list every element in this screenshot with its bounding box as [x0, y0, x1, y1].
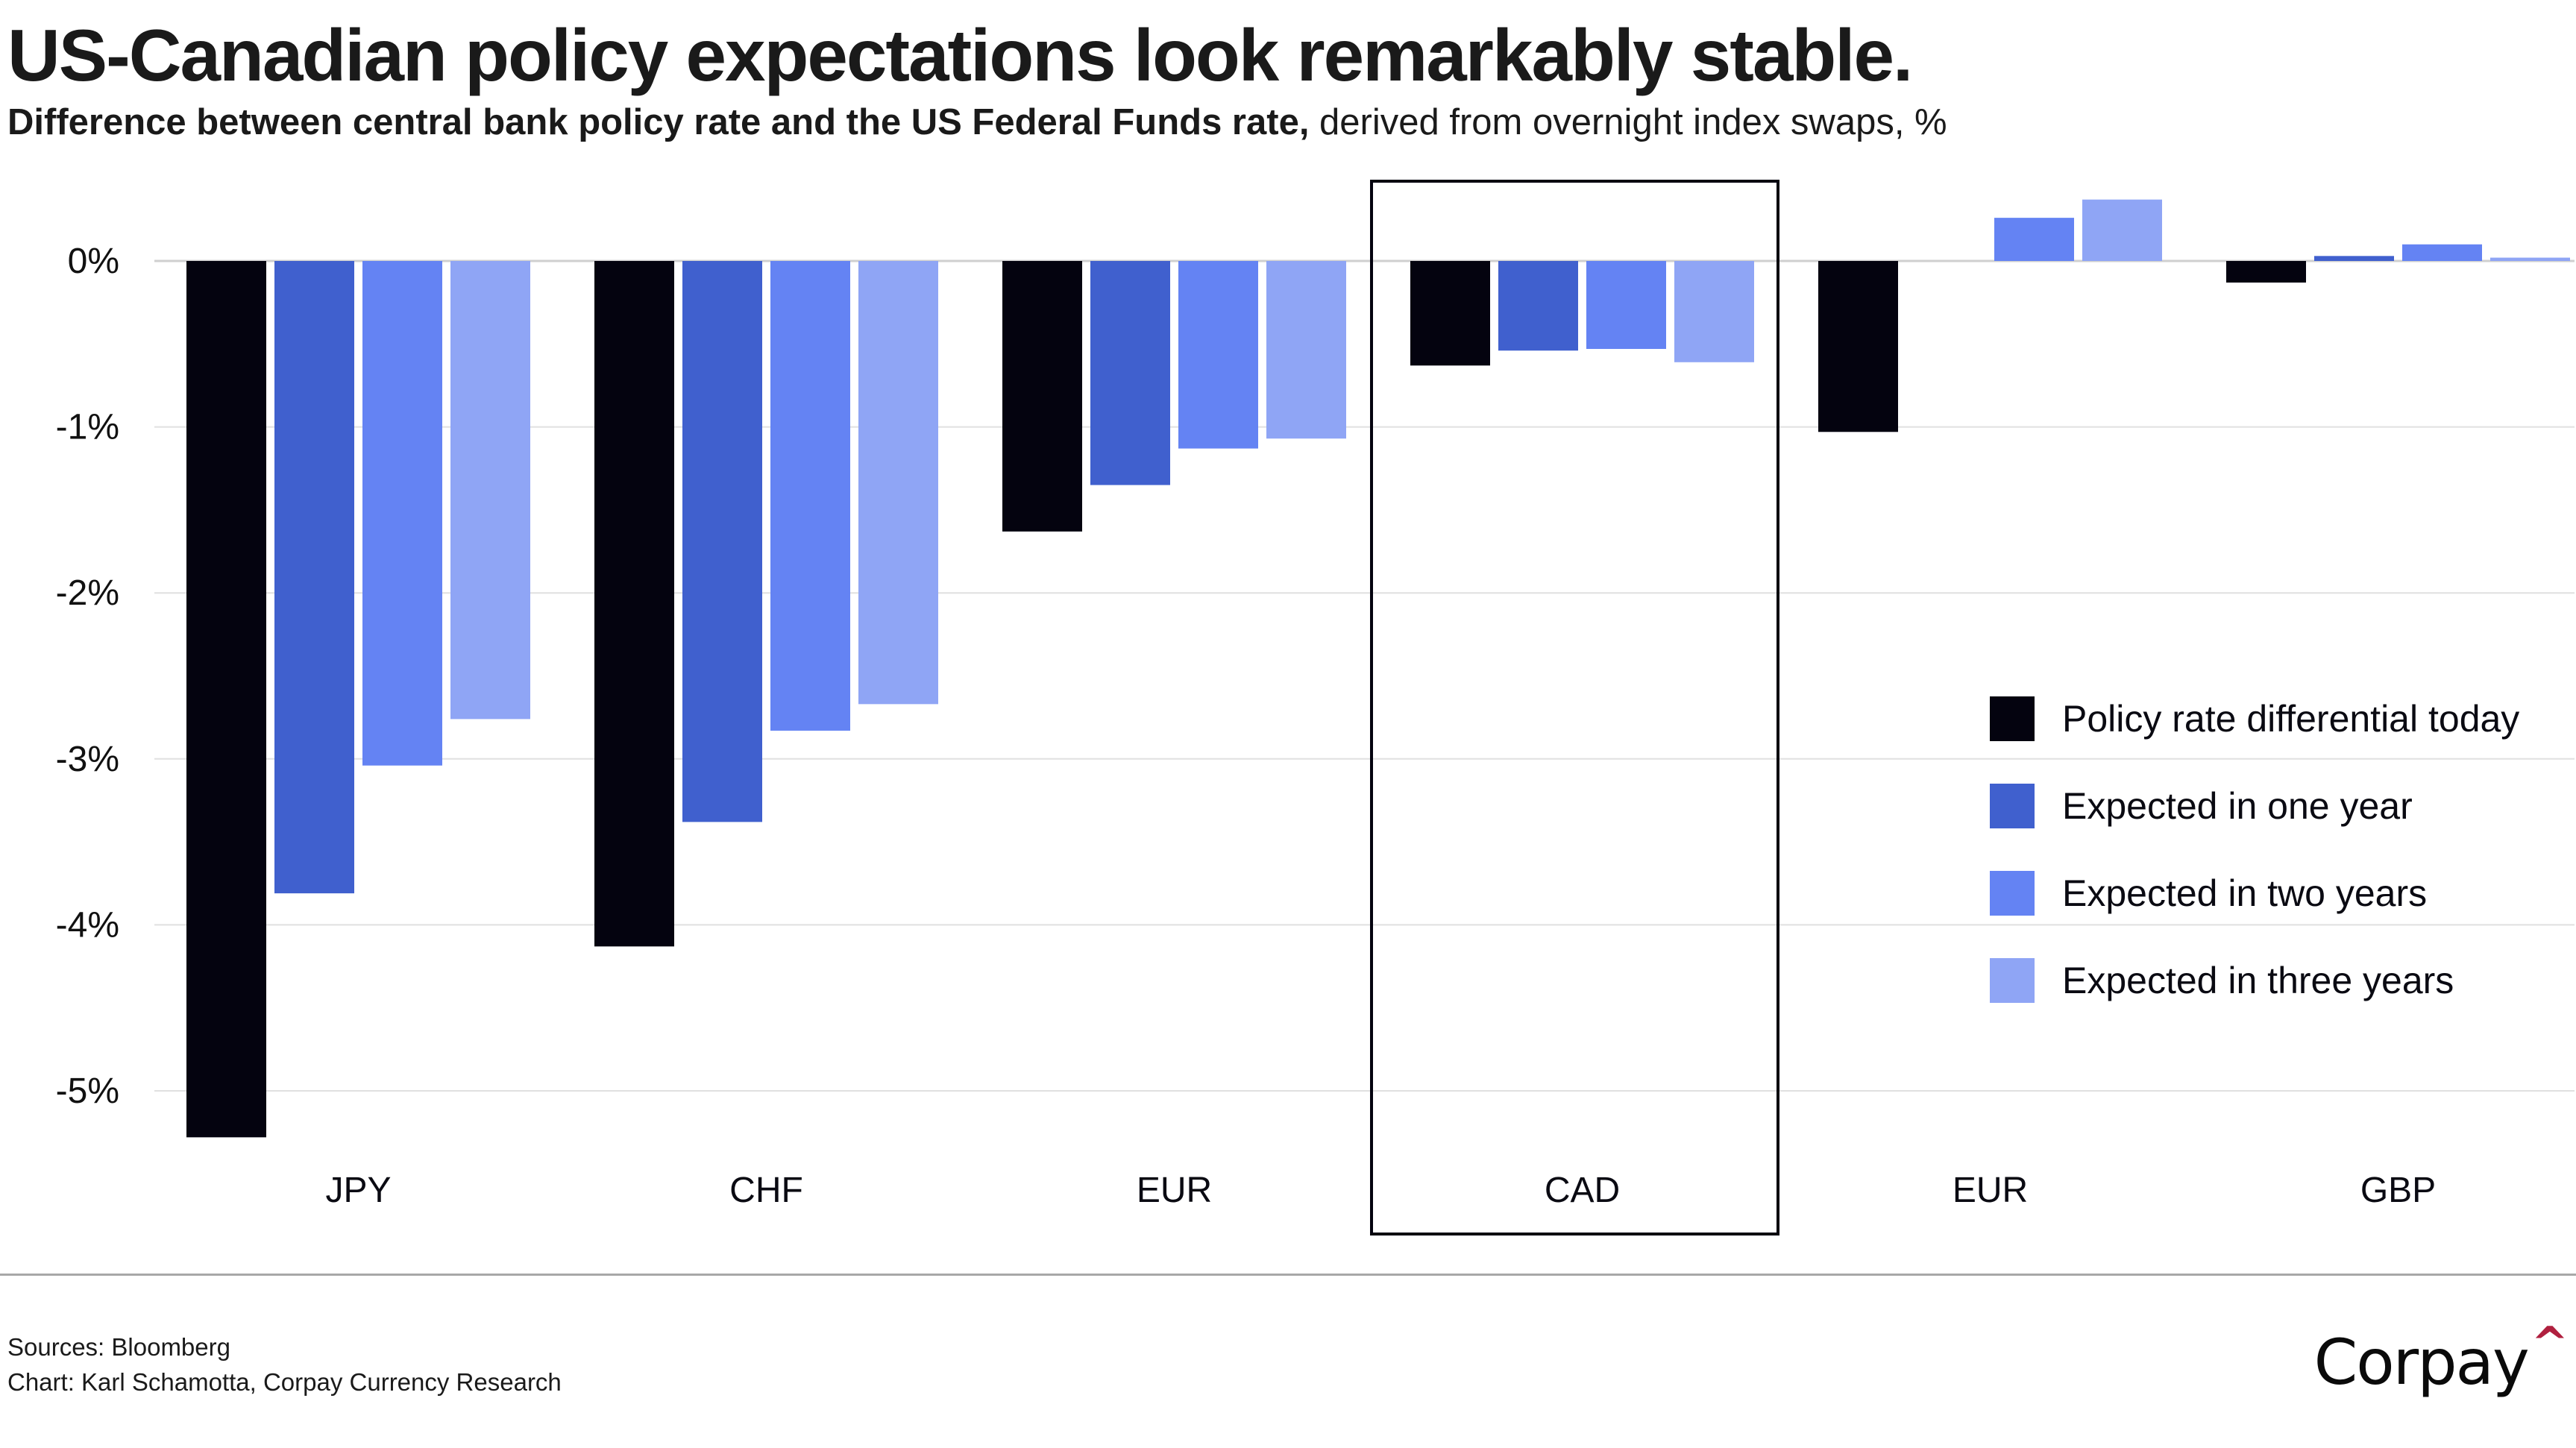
legend-item-one-year: Expected in one year [1990, 762, 2519, 849]
legend-swatch-today [1990, 696, 2035, 741]
bar-cad-expected-in-one-year [1498, 261, 1578, 351]
x-tick-label: CHF [729, 1171, 803, 1210]
sources-text: Sources: Bloomberg [7, 1333, 230, 1361]
chart-credit: Chart: Karl Schamotta, Corpay Currency R… [7, 1368, 562, 1396]
y-tick-label: 0% [68, 242, 119, 281]
chart-title: US-Canadian policy expectations look rem… [7, 14, 1913, 96]
x-tick-label: EUR [1953, 1171, 2028, 1210]
x-tick-label: JPY [325, 1171, 391, 1210]
legend-swatch-two-years [1990, 870, 2035, 916]
legend-label-two-years: Expected in two years [2062, 872, 2428, 914]
x-tick-label: GBP [2360, 1171, 2436, 1210]
bar-cad-policy-rate-differential-today [1410, 261, 1490, 366]
legend-swatch-one-year [1990, 783, 2035, 828]
bar-gbp-expected-in-two-years [2402, 244, 2482, 261]
bar-gbp-expected-in-one-year [2314, 256, 2394, 261]
y-tick-label: -1% [56, 408, 119, 447]
bar-gbp-expected-in-three-years [2490, 257, 2570, 261]
bar-eur-expected-in-two-years [1178, 261, 1258, 449]
y-tick-label: -4% [56, 905, 119, 945]
legend-item-three-years: Expected in three years [1990, 937, 2519, 1024]
x-axis-ticks: JPY CHF EUR CAD EUR GBP [325, 1171, 2436, 1210]
legend-item-two-years: Expected in two years [1990, 849, 2519, 937]
bar-jpy-policy-rate-differential-today [186, 261, 266, 1138]
y-axis-ticks: 0% -1% -2% -3% -4% -5% [56, 242, 119, 1111]
legend: Policy rate differential today Expected … [1990, 675, 2519, 1024]
bar-eur-policy-rate-differential-today [1818, 261, 1898, 432]
bar-eur-expected-in-three-years [1266, 261, 1346, 439]
y-tick-label: -5% [56, 1071, 119, 1111]
legend-label-today: Policy rate differential today [2062, 697, 2520, 740]
bar-chf-expected-in-two-years [770, 261, 850, 731]
corpay-logo: Corpay^ [2313, 1318, 2569, 1399]
bar-cad-expected-in-three-years [1674, 261, 1754, 362]
bar-eur-expected-in-one-year [1090, 261, 1170, 485]
chart-subtitle: Difference between central bank policy r… [7, 101, 1947, 143]
x-tick-label: CAD [1545, 1171, 1620, 1210]
bar-jpy-expected-in-one-year [274, 261, 354, 894]
caret-icon: ^ [2531, 1318, 2569, 1370]
y-tick-label: -2% [56, 573, 119, 613]
bar-chart: 0% -1% -2% -3% -4% -5% JPY CHF EUR CAD EUR GBP [56, 180, 2575, 1235]
gridlines [154, 259, 2575, 1092]
footer-divider [0, 1274, 2576, 1276]
logo-text: Corpay [2313, 1326, 2530, 1399]
bar-jpy-expected-in-two-years [362, 261, 442, 766]
y-tick-label: -3% [56, 740, 119, 779]
bar-gbp-policy-rate-differential-today [2226, 261, 2306, 283]
subtitle-bold: Difference between central bank policy r… [7, 102, 1310, 142]
bar-eur-policy-rate-differential-today [1002, 261, 1082, 532]
x-tick-label: EUR [1137, 1171, 1212, 1210]
bar-eur-expected-in-two-years [1994, 218, 2074, 261]
bar-eur-expected-in-three-years [2082, 199, 2162, 261]
bar-jpy-expected-in-three-years [450, 261, 530, 720]
subtitle-rest: derived from overnight index swaps, % [1309, 102, 1947, 142]
legend-label-three-years: Expected in three years [2062, 959, 2454, 1001]
bar-chf-policy-rate-differential-today [594, 261, 674, 947]
legend-swatch-three-years [1990, 957, 2035, 1003]
bar-cad-expected-in-two-years [1586, 261, 1666, 349]
legend-label-one-year: Expected in one year [2062, 784, 2413, 827]
bars [186, 199, 2570, 1138]
bar-chf-expected-in-three-years [858, 261, 938, 705]
bar-chf-expected-in-one-year [682, 261, 762, 822]
source-notes: Sources: Bloomberg Chart: Karl Schamotta… [7, 1329, 562, 1400]
cad-highlight-box [1370, 180, 1779, 1235]
legend-item-today: Policy rate differential today [1990, 675, 2519, 762]
